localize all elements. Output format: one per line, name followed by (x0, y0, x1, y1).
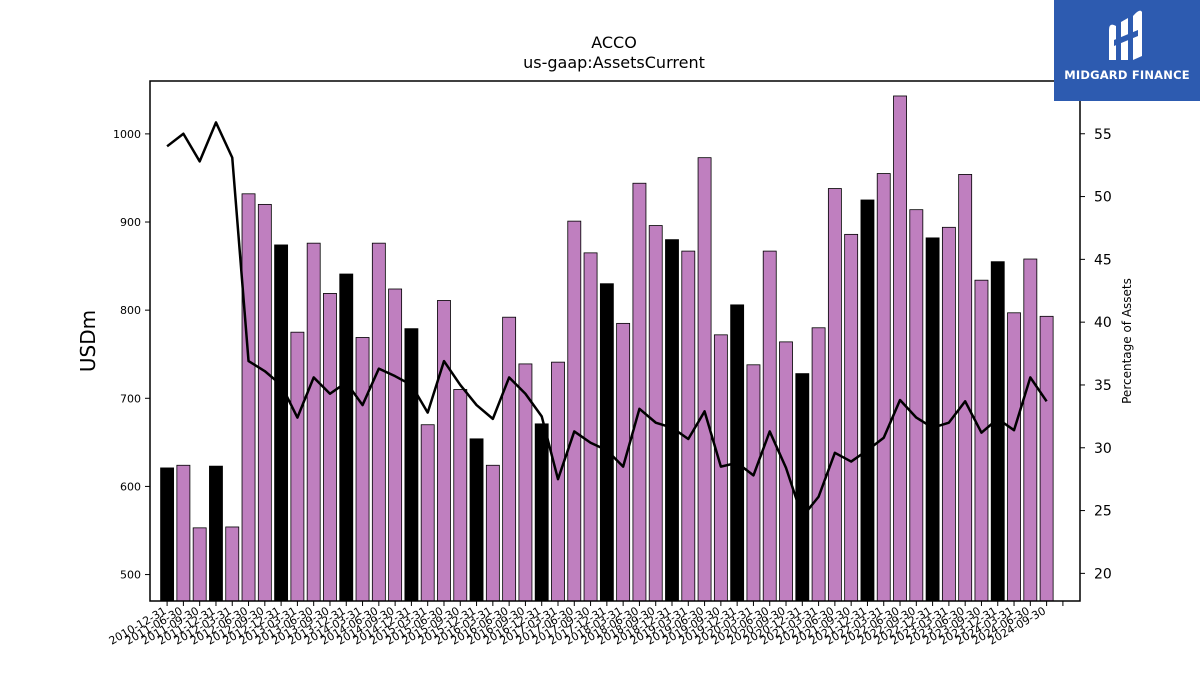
bar (306, 242, 321, 602)
bar (844, 233, 859, 602)
logo-mark-icon (1109, 10, 1142, 61)
bar (485, 464, 500, 602)
bar (469, 438, 484, 602)
bar (599, 283, 614, 602)
bar (355, 337, 370, 602)
bar (290, 331, 305, 602)
y-tick-label: 500 (120, 569, 141, 582)
y2-tick-label: 35 (1094, 378, 1112, 394)
bar (713, 334, 728, 602)
midgard-finance-logo: MIDGARD FINANCE (1054, 0, 1200, 101)
y-tick-label: 800 (120, 304, 141, 317)
y2-tick-label: 40 (1094, 315, 1112, 331)
chart-subtitle: us-gaap:AssetsCurrent (523, 53, 705, 72)
bar (371, 242, 386, 602)
bar (681, 250, 696, 602)
axes-layer: 500600700800900100020253035404550552010-… (107, 80, 1112, 648)
bar (665, 239, 679, 602)
bar (274, 244, 289, 602)
bar (534, 423, 549, 602)
y2-tick-label: 20 (1094, 566, 1112, 582)
bar (974, 279, 989, 602)
bar (339, 273, 354, 602)
bar (583, 252, 598, 602)
bar (1039, 315, 1054, 602)
y-tick-label: 700 (120, 392, 141, 405)
percentage-line (166, 121, 1048, 519)
bar (192, 527, 207, 602)
bar (176, 464, 191, 602)
bar (860, 199, 875, 602)
line-layer (166, 121, 1048, 519)
y2-tick-label: 55 (1094, 127, 1112, 143)
y2-axis-label: Percentage of Assets (1120, 278, 1134, 404)
y2-tick-label: 30 (1094, 441, 1112, 457)
bar (762, 250, 777, 602)
bar (388, 288, 403, 602)
bar (746, 364, 761, 602)
bar (404, 328, 419, 602)
y-tick-label: 600 (120, 480, 141, 493)
logo-text: MIDGARD FINANCE (1064, 68, 1190, 82)
bar (225, 526, 240, 602)
bar (502, 316, 517, 602)
bar (648, 225, 663, 602)
y2-tick-label: 45 (1094, 252, 1112, 268)
y-tick-label: 1000 (113, 128, 141, 141)
bar (909, 209, 924, 602)
bar (990, 261, 1005, 602)
bar (160, 467, 175, 602)
bar (257, 203, 272, 602)
bar (893, 95, 907, 602)
y-tick-label: 900 (120, 216, 141, 229)
bar (697, 157, 712, 602)
bar (241, 193, 256, 602)
bar (453, 389, 468, 602)
bar (925, 237, 940, 602)
bar (551, 361, 565, 602)
bars-layer (160, 95, 1054, 602)
bar (420, 424, 435, 602)
chart-title: ACCO (591, 33, 637, 52)
bar (632, 182, 647, 602)
y-axis-label: USDm (76, 310, 100, 372)
bar (209, 465, 223, 602)
bar (323, 293, 337, 602)
bar (795, 373, 810, 602)
bar (811, 327, 826, 602)
bar (730, 304, 745, 602)
y2-tick-label: 25 (1094, 504, 1112, 520)
plot-frame (149, 80, 1081, 602)
bar (827, 188, 842, 602)
bar (1007, 312, 1021, 602)
bar (567, 220, 582, 602)
bar (876, 173, 891, 602)
bar (958, 174, 973, 602)
bar (1023, 258, 1038, 602)
bar (941, 226, 956, 602)
y2-tick-label: 50 (1094, 190, 1112, 206)
bar (437, 300, 451, 602)
